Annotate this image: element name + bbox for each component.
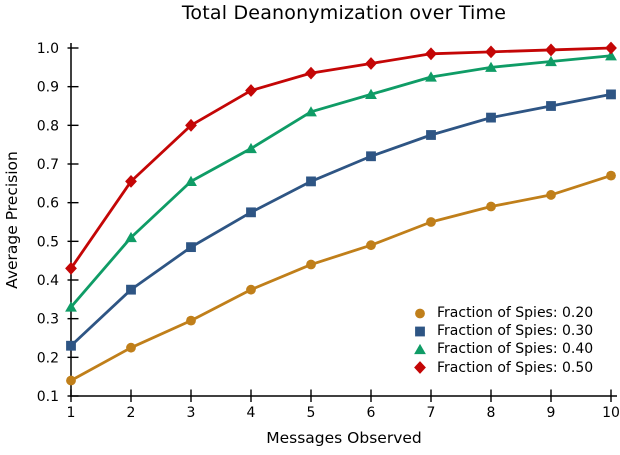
series-line — [69, 93, 613, 348]
x-tick-label: 10 — [602, 405, 620, 421]
x-tick-label: 7 — [427, 405, 436, 421]
marker-triangle-icon — [605, 50, 617, 61]
marker-square-icon — [186, 242, 196, 253]
marker-triangle-icon — [414, 343, 426, 355]
legend: Fraction of Spies: 0.20 Fraction of Spies… — [406, 304, 593, 377]
marker-circle-icon — [606, 170, 616, 181]
marker-circle-icon — [546, 190, 556, 200]
marker-square-icon — [366, 151, 376, 162]
x-tick-label: 5 — [307, 405, 316, 421]
marker-triangle-icon — [485, 61, 497, 72]
marker-triangle-icon — [305, 106, 317, 117]
marker-square-icon — [415, 326, 425, 337]
x-tick-label: 2 — [127, 405, 136, 421]
series-line — [69, 46, 613, 270]
x-tick-label: 4 — [247, 405, 256, 421]
y-tick-label: 0.6 — [37, 196, 59, 212]
marker-triangle-icon — [185, 175, 197, 186]
y-tick-label: 0.1 — [37, 389, 59, 405]
marker-square-icon — [66, 340, 76, 351]
series-circle — [66, 170, 616, 386]
x-axis-label: Messages Observed — [266, 429, 422, 447]
legend-marker — [415, 308, 425, 318]
legend-marker — [414, 361, 426, 375]
marker-triangle-icon — [365, 88, 377, 99]
marker-triangle-icon — [245, 142, 257, 154]
marker-circle-icon — [306, 259, 316, 270]
legend-marker — [415, 326, 425, 337]
x-tick-label: 9 — [547, 405, 556, 421]
marker-square-icon — [306, 176, 316, 187]
y-tick-label: 0.3 — [37, 312, 59, 328]
marker-circle-icon — [366, 240, 376, 251]
marker-diamond-icon — [185, 118, 197, 132]
marker-diamond-icon — [305, 66, 317, 80]
marker-circle-icon — [246, 284, 256, 295]
x-tick-label: 8 — [487, 405, 496, 421]
marker-triangle-icon — [425, 71, 437, 82]
marker-circle-icon — [186, 315, 196, 326]
legend-marker — [414, 343, 426, 355]
x-tick-label: 1 — [67, 405, 76, 421]
y-tick-label: 1.0 — [37, 41, 59, 57]
marker-diamond-icon — [545, 43, 557, 57]
legend-label: Fraction of Spies: 0.30 — [437, 323, 594, 340]
marker-triangle-icon — [65, 301, 77, 312]
y-tick-label: 0.5 — [37, 234, 59, 250]
legend-item: Fraction of Spies: 0.40 — [406, 340, 593, 358]
marker-circle-icon — [426, 217, 436, 227]
series-diamond — [65, 41, 617, 275]
marker-square-icon — [486, 112, 496, 123]
marker-diamond-icon — [605, 41, 617, 55]
marker-diamond-icon — [485, 45, 497, 59]
series-triangle — [65, 50, 617, 312]
marker-square-icon — [246, 207, 256, 218]
series-line — [69, 174, 613, 382]
y-tick-label: 0.4 — [37, 273, 59, 289]
legend-item: Fraction of Spies: 0.50 — [406, 359, 593, 377]
y-tick-label: 0.2 — [37, 350, 59, 366]
marker-square-icon — [426, 130, 436, 140]
marker-diamond-icon — [245, 84, 257, 97]
legend-label: Fraction of Spies: 0.40 — [437, 341, 594, 358]
marker-circle-icon — [126, 342, 136, 353]
y-tick-label: 0.8 — [37, 118, 59, 134]
marker-diamond-icon — [414, 361, 426, 375]
marker-circle-icon — [415, 308, 425, 318]
marker-triangle-icon — [125, 231, 137, 243]
legend-item: Fraction of Spies: 0.20 — [406, 304, 593, 322]
y-tick-label: 0.7 — [37, 157, 59, 173]
marker-diamond-icon — [65, 262, 77, 275]
marker-circle-icon — [66, 375, 76, 386]
series-line — [69, 54, 613, 309]
legend-label: Fraction of Spies: 0.20 — [437, 305, 594, 322]
marker-square-icon — [546, 101, 556, 111]
marker-diamond-icon — [365, 57, 377, 70]
y-tick-label: 0.9 — [37, 80, 59, 96]
marker-triangle-icon — [545, 55, 557, 67]
marker-diamond-icon — [125, 175, 137, 188]
marker-square-icon — [126, 284, 136, 295]
marker-circle-icon — [486, 201, 496, 212]
x-tick-label: 6 — [367, 405, 376, 421]
legend-label: Fraction of Spies: 0.50 — [437, 359, 594, 376]
chart-title: Total Deanonymization over Time — [181, 2, 507, 24]
marker-square-icon — [606, 89, 616, 100]
series-square — [66, 89, 616, 351]
marker-diamond-icon — [425, 47, 437, 61]
x-tick-label: 3 — [187, 405, 196, 421]
legend-item: Fraction of Spies: 0.30 — [406, 322, 593, 340]
